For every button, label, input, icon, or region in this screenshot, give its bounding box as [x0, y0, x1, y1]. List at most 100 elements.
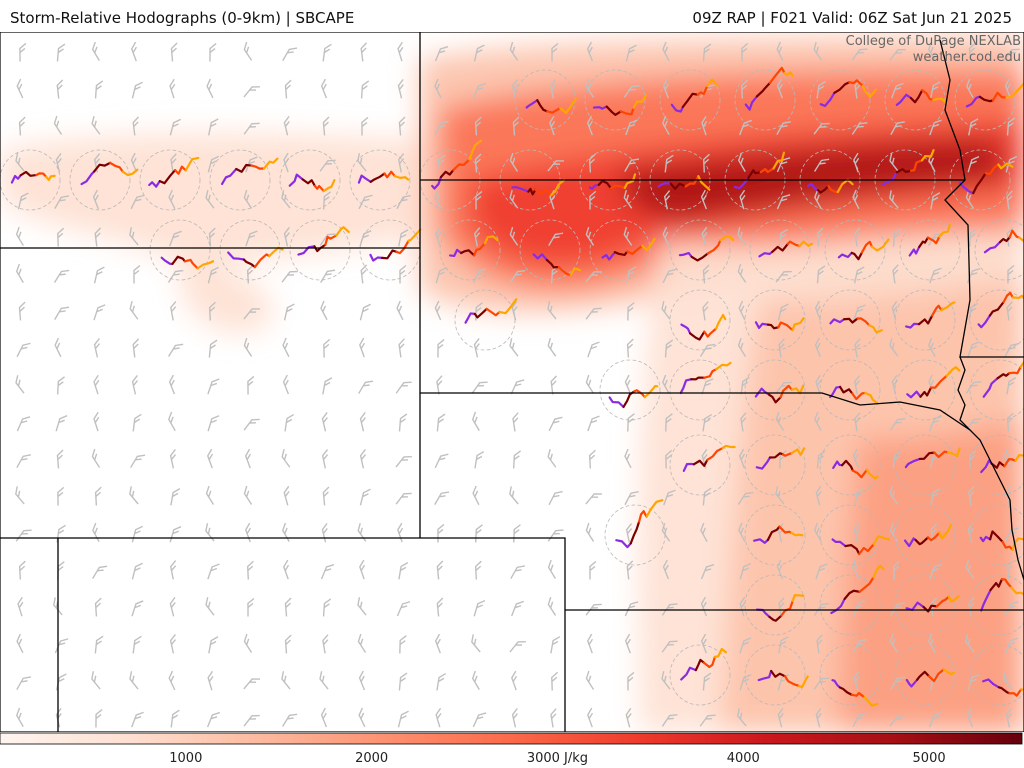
wind-barb [816, 634, 823, 654]
wind-barb [205, 190, 215, 209]
wind-barb [131, 711, 144, 728]
wind-barb [283, 303, 295, 321]
wind-barb [662, 115, 670, 136]
hodograph-segment [831, 679, 841, 689]
hodograph-segment [694, 658, 706, 672]
wind-barb [1003, 448, 1013, 468]
wind-barb [282, 47, 298, 61]
hodograph-segment [932, 97, 948, 105]
hodograph-segment [864, 391, 879, 405]
wind-barb [929, 81, 941, 99]
hodograph-segment [148, 180, 161, 188]
wind-barb [778, 636, 789, 654]
hodograph-segment [250, 164, 266, 170]
colorbar-tick-label: 2000 [355, 751, 389, 766]
wind-barb [129, 227, 139, 246]
wind-barb [243, 418, 260, 431]
hodograph-segment [235, 163, 253, 173]
wind-barb [813, 41, 823, 61]
hodograph [819, 564, 885, 636]
hodograph-segment [357, 174, 372, 184]
wind-barb [398, 338, 405, 358]
hodograph [974, 219, 1024, 281]
wind-barb [358, 707, 366, 728]
wind-barb [205, 597, 215, 616]
wind-barb [1004, 78, 1012, 99]
wind-barb [509, 226, 519, 246]
hodograph [819, 504, 891, 566]
wind-barb [967, 674, 980, 691]
wind-barb [17, 192, 29, 210]
wind-barb [92, 565, 108, 579]
wind-barb [511, 708, 518, 728]
hodograph-segment [534, 188, 553, 197]
hodograph-segment [786, 240, 801, 248]
wind-barb [585, 374, 595, 394]
wind-barb [626, 338, 634, 358]
hodograph-segment [393, 174, 410, 181]
hodograph-segment [965, 95, 981, 108]
wind-barb [16, 707, 24, 727]
wind-barb [1005, 708, 1013, 728]
credit-line-2: weather.cod.edu [912, 50, 1021, 65]
title-right: 09Z RAP | F021 Valid: 06Z Sat Jun 21 202… [692, 9, 1012, 27]
hodograph-segment [778, 525, 793, 535]
wind-barb [208, 339, 218, 358]
wind-barb [509, 269, 526, 283]
wind-barb [94, 486, 102, 506]
hodograph-segment [1014, 453, 1024, 462]
hodograph-segment [158, 169, 177, 185]
wind-barb [930, 192, 941, 210]
hodograph-segment [678, 251, 693, 258]
wind-barb [284, 413, 295, 432]
wind-barb [129, 671, 139, 690]
hodograph-segment [980, 459, 993, 474]
wind-barb [54, 638, 69, 654]
hodograph-segment [692, 458, 709, 467]
wind-barb [92, 189, 100, 210]
wind-barb [357, 597, 367, 616]
wind-barb [890, 602, 905, 617]
wind-barb [129, 486, 139, 505]
wind-barb [323, 338, 331, 358]
wind-barb [243, 308, 260, 320]
wind-barb [929, 563, 942, 580]
hodograph-segment [978, 95, 995, 103]
wind-barb [662, 226, 670, 247]
wind-barb [892, 450, 902, 469]
wind-barb [434, 633, 441, 654]
wind-barb [320, 78, 328, 99]
wind-barb [359, 412, 366, 432]
hodograph-segment [798, 240, 814, 248]
hodograph-segment [407, 228, 422, 243]
hodograph-segment [196, 260, 215, 270]
hodograph [659, 69, 721, 131]
hodograph [744, 434, 806, 496]
wind-barb [623, 226, 633, 246]
wind-barb [283, 227, 290, 247]
wind-barb [661, 671, 671, 690]
wind-barb [776, 559, 784, 580]
wind-barb [550, 636, 561, 654]
wind-barb [661, 301, 671, 320]
hodograph-segment [532, 253, 548, 262]
wind-barb [664, 154, 674, 173]
wind-barb [816, 227, 824, 247]
hodograph [669, 289, 731, 351]
wind-barb [205, 485, 215, 505]
wind-barb [851, 559, 861, 579]
hodograph-segment [768, 452, 785, 459]
wind-barb [815, 707, 822, 728]
wind-barb [585, 670, 595, 690]
wind-barb [19, 42, 27, 62]
hodograph-segment [909, 159, 924, 172]
wind-barb [852, 638, 867, 654]
wind-barb [168, 189, 176, 210]
wind-barb [737, 227, 747, 246]
wind-barb [243, 122, 260, 135]
hodograph-segment [998, 236, 1011, 244]
hodograph [749, 219, 814, 281]
hodograph-segment [380, 249, 398, 260]
wind-barb [509, 189, 519, 209]
wind-barb [358, 194, 373, 210]
